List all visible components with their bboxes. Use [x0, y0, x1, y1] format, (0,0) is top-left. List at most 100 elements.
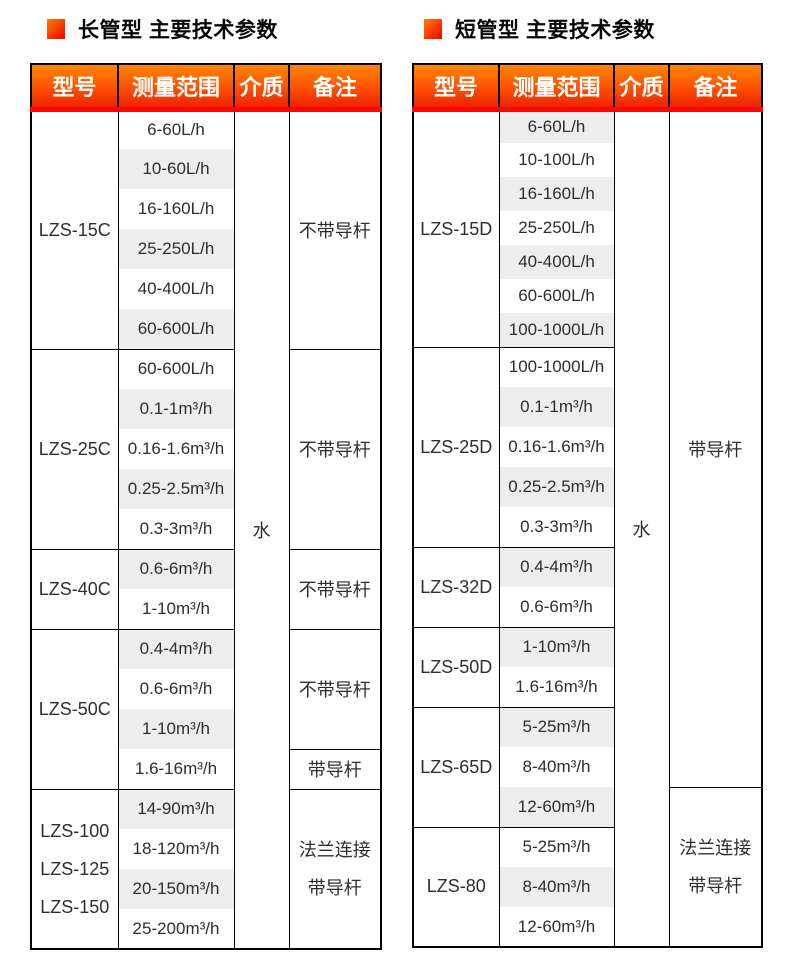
range-cell: 8-40m³/h [498, 747, 615, 787]
col-header-remark: 备注 [288, 64, 382, 112]
table-row: 8-40m³/h [413, 867, 762, 907]
section-title-long: 长管型 主要技术参数 [47, 16, 380, 42]
spec-table-short: 型号 测量范围 介质 备注 LZS-15D 6-60L/h 水 带导杆 10-1… [412, 63, 763, 948]
table-row: LZS-50C 0.4-4m³/h 不带导杆 [30, 628, 382, 789]
header-row: 型号 测量范围 介质 备注 [30, 64, 382, 112]
remark-line: 带导杆 [688, 875, 743, 896]
table-row: 18-120m³/h [31, 829, 381, 869]
table-row: 60-600L/h [31, 309, 381, 349]
table-row: 0.16-1.6m³/h [413, 427, 762, 467]
col-header-model: 型号 [412, 64, 500, 112]
model-cell: LZS-25C [30, 348, 119, 549]
range-cell: 5-25m³/h [498, 706, 615, 747]
range-cell: 16-160L/h [117, 189, 235, 229]
model-cell: LZS-25D [412, 346, 500, 547]
range-cell: 0.25-2.5m³/h [117, 469, 235, 509]
range-cell: 0.16-1.6m³/h [498, 427, 615, 467]
range-cell: 1.6-16m³/h [117, 749, 235, 789]
col-header-range: 测量范围 [117, 64, 235, 112]
remark-cell: 法兰连接 带导杆 [288, 788, 382, 949]
table-row: LZS-32D 0.4-4m³/h [412, 546, 762, 627]
range-cell: 10-100L/h [498, 143, 615, 177]
table-row: 0.3-3m³/h [413, 507, 762, 547]
remark-cell: 不带导杆 [288, 548, 382, 629]
remark-line: 带导杆 [307, 877, 362, 898]
table-row: 60-600L/h [413, 279, 762, 313]
table-row: 1-10m³/h [31, 589, 381, 629]
model-cell: LZS-80 [412, 826, 500, 947]
table-row: 25-250L/h [413, 211, 762, 245]
col-header-medium: 介质 [613, 64, 670, 112]
range-cell: 1-10m³/h [117, 589, 235, 629]
range-cell: 0.1-1m³/h [498, 387, 615, 427]
range-cell: 10-60L/h [117, 149, 235, 189]
table-row: 12-60m³/h [413, 907, 762, 947]
table-row: 0.1-1m³/h [31, 389, 381, 429]
table-row: LZS-50D 1-10m³/h [412, 626, 762, 707]
table-row: 12-60m³/h 法兰连接 带导杆 [413, 786, 763, 947]
col-header-model: 型号 [30, 64, 119, 112]
model-cell: LZS-50D [412, 626, 500, 707]
table-row: 100-1000L/h [413, 313, 762, 347]
table-row: LZS-65D 5-25m³/h [412, 706, 762, 827]
range-cell: 5-25m³/h [498, 826, 615, 867]
range-cell: 18-120m³/h [117, 829, 235, 869]
section-title-short: 短管型 主要技术参数 [424, 16, 762, 42]
range-cell: 25-250L/h [117, 229, 235, 269]
remark-line: 法兰连接 [298, 839, 371, 860]
remark-cell: 不带导杆 [288, 109, 382, 349]
range-cell: 0.6-6m³/h [498, 587, 615, 627]
model-line: LZS-125 [40, 858, 110, 879]
range-cell: 100-1000L/h [498, 313, 615, 347]
range-cell: 60-600L/h [117, 348, 235, 389]
table-row: LZS-40C 0.6-6m³/h 不带导杆 [30, 548, 382, 629]
range-cell: 1-10m³/h [498, 626, 615, 667]
range-cell: 0.4-4m³/h [498, 546, 615, 587]
range-cell: 60-600L/h [117, 309, 235, 349]
range-cell: 0.6-6m³/h [117, 669, 235, 709]
table-row: 0.25-2.5m³/h [413, 467, 762, 507]
range-cell: 6-60L/h [117, 109, 235, 149]
range-cell: 14-90m³/h [117, 788, 235, 829]
model-cell: LZS-15C [30, 109, 119, 349]
spec-table-long: 型号 测量范围 介质 备注 LZS-15C 6-60L/h 水 不带导杆 10-… [30, 63, 382, 950]
table-row: 0.3-3m³/h [31, 509, 381, 549]
header-row: 型号 测量范围 介质 备注 [412, 64, 763, 112]
model-line: LZS-100 [40, 820, 110, 841]
table-row: LZS-100 LZS-125 LZS-150 14-90m³/h 法兰连接 带… [30, 788, 382, 949]
range-cell: 40-400L/h [117, 269, 235, 309]
range-cell: 6-60L/h [498, 109, 615, 143]
model-cell: LZS-32D [412, 546, 500, 627]
range-cell: 1-10m³/h [117, 709, 235, 749]
remark-cell: 带导杆 [288, 748, 382, 789]
bullet-square-icon [424, 19, 442, 39]
range-cell: 0.6-6m³/h [117, 548, 235, 589]
section-title-text: 长管型 主要技术参数 [78, 19, 278, 42]
table-row: 40-400L/h [31, 269, 381, 309]
range-cell: 0.3-3m³/h [117, 509, 235, 549]
range-cell: 0.1-1m³/h [117, 389, 235, 429]
table-row: LZS-15D 6-60L/h 水 带导杆 [412, 109, 763, 947]
range-cell: 12-60m³/h [498, 787, 615, 827]
range-cell: 40-400L/h [498, 245, 615, 279]
table-row: 0.1-1m³/h [413, 387, 762, 427]
model-line: LZS-150 [40, 896, 110, 917]
range-cell: 0.3-3m³/h [498, 507, 615, 547]
table-row: 16-160L/h [413, 177, 762, 211]
table-row: 8-40m³/h [413, 747, 762, 787]
range-cell: 20-150m³/h [117, 869, 235, 909]
model-cell: LZS-40C [30, 548, 119, 629]
table-row: 40-400L/h [413, 245, 762, 279]
table-row: LZS-25C 60-600L/h 不带导杆 [30, 348, 382, 549]
remark-cell: 不带导杆 [288, 348, 382, 549]
table-row: 1.6-16m³/h [413, 667, 762, 707]
table-row: 0.25-2.5m³/h [31, 469, 381, 509]
table-row: 0.6-6m³/h [413, 587, 762, 627]
remark-cell: 法兰连接 带导杆 [668, 786, 763, 947]
range-cell: 12-60m³/h [498, 907, 615, 947]
model-cell: LZS-15D [412, 109, 500, 347]
medium-cell: 水 [233, 109, 290, 949]
range-cell: 100-1000L/h [498, 346, 615, 387]
model-cell: LZS-100 LZS-125 LZS-150 [30, 788, 119, 949]
range-cell: 0.25-2.5m³/h [498, 467, 615, 507]
